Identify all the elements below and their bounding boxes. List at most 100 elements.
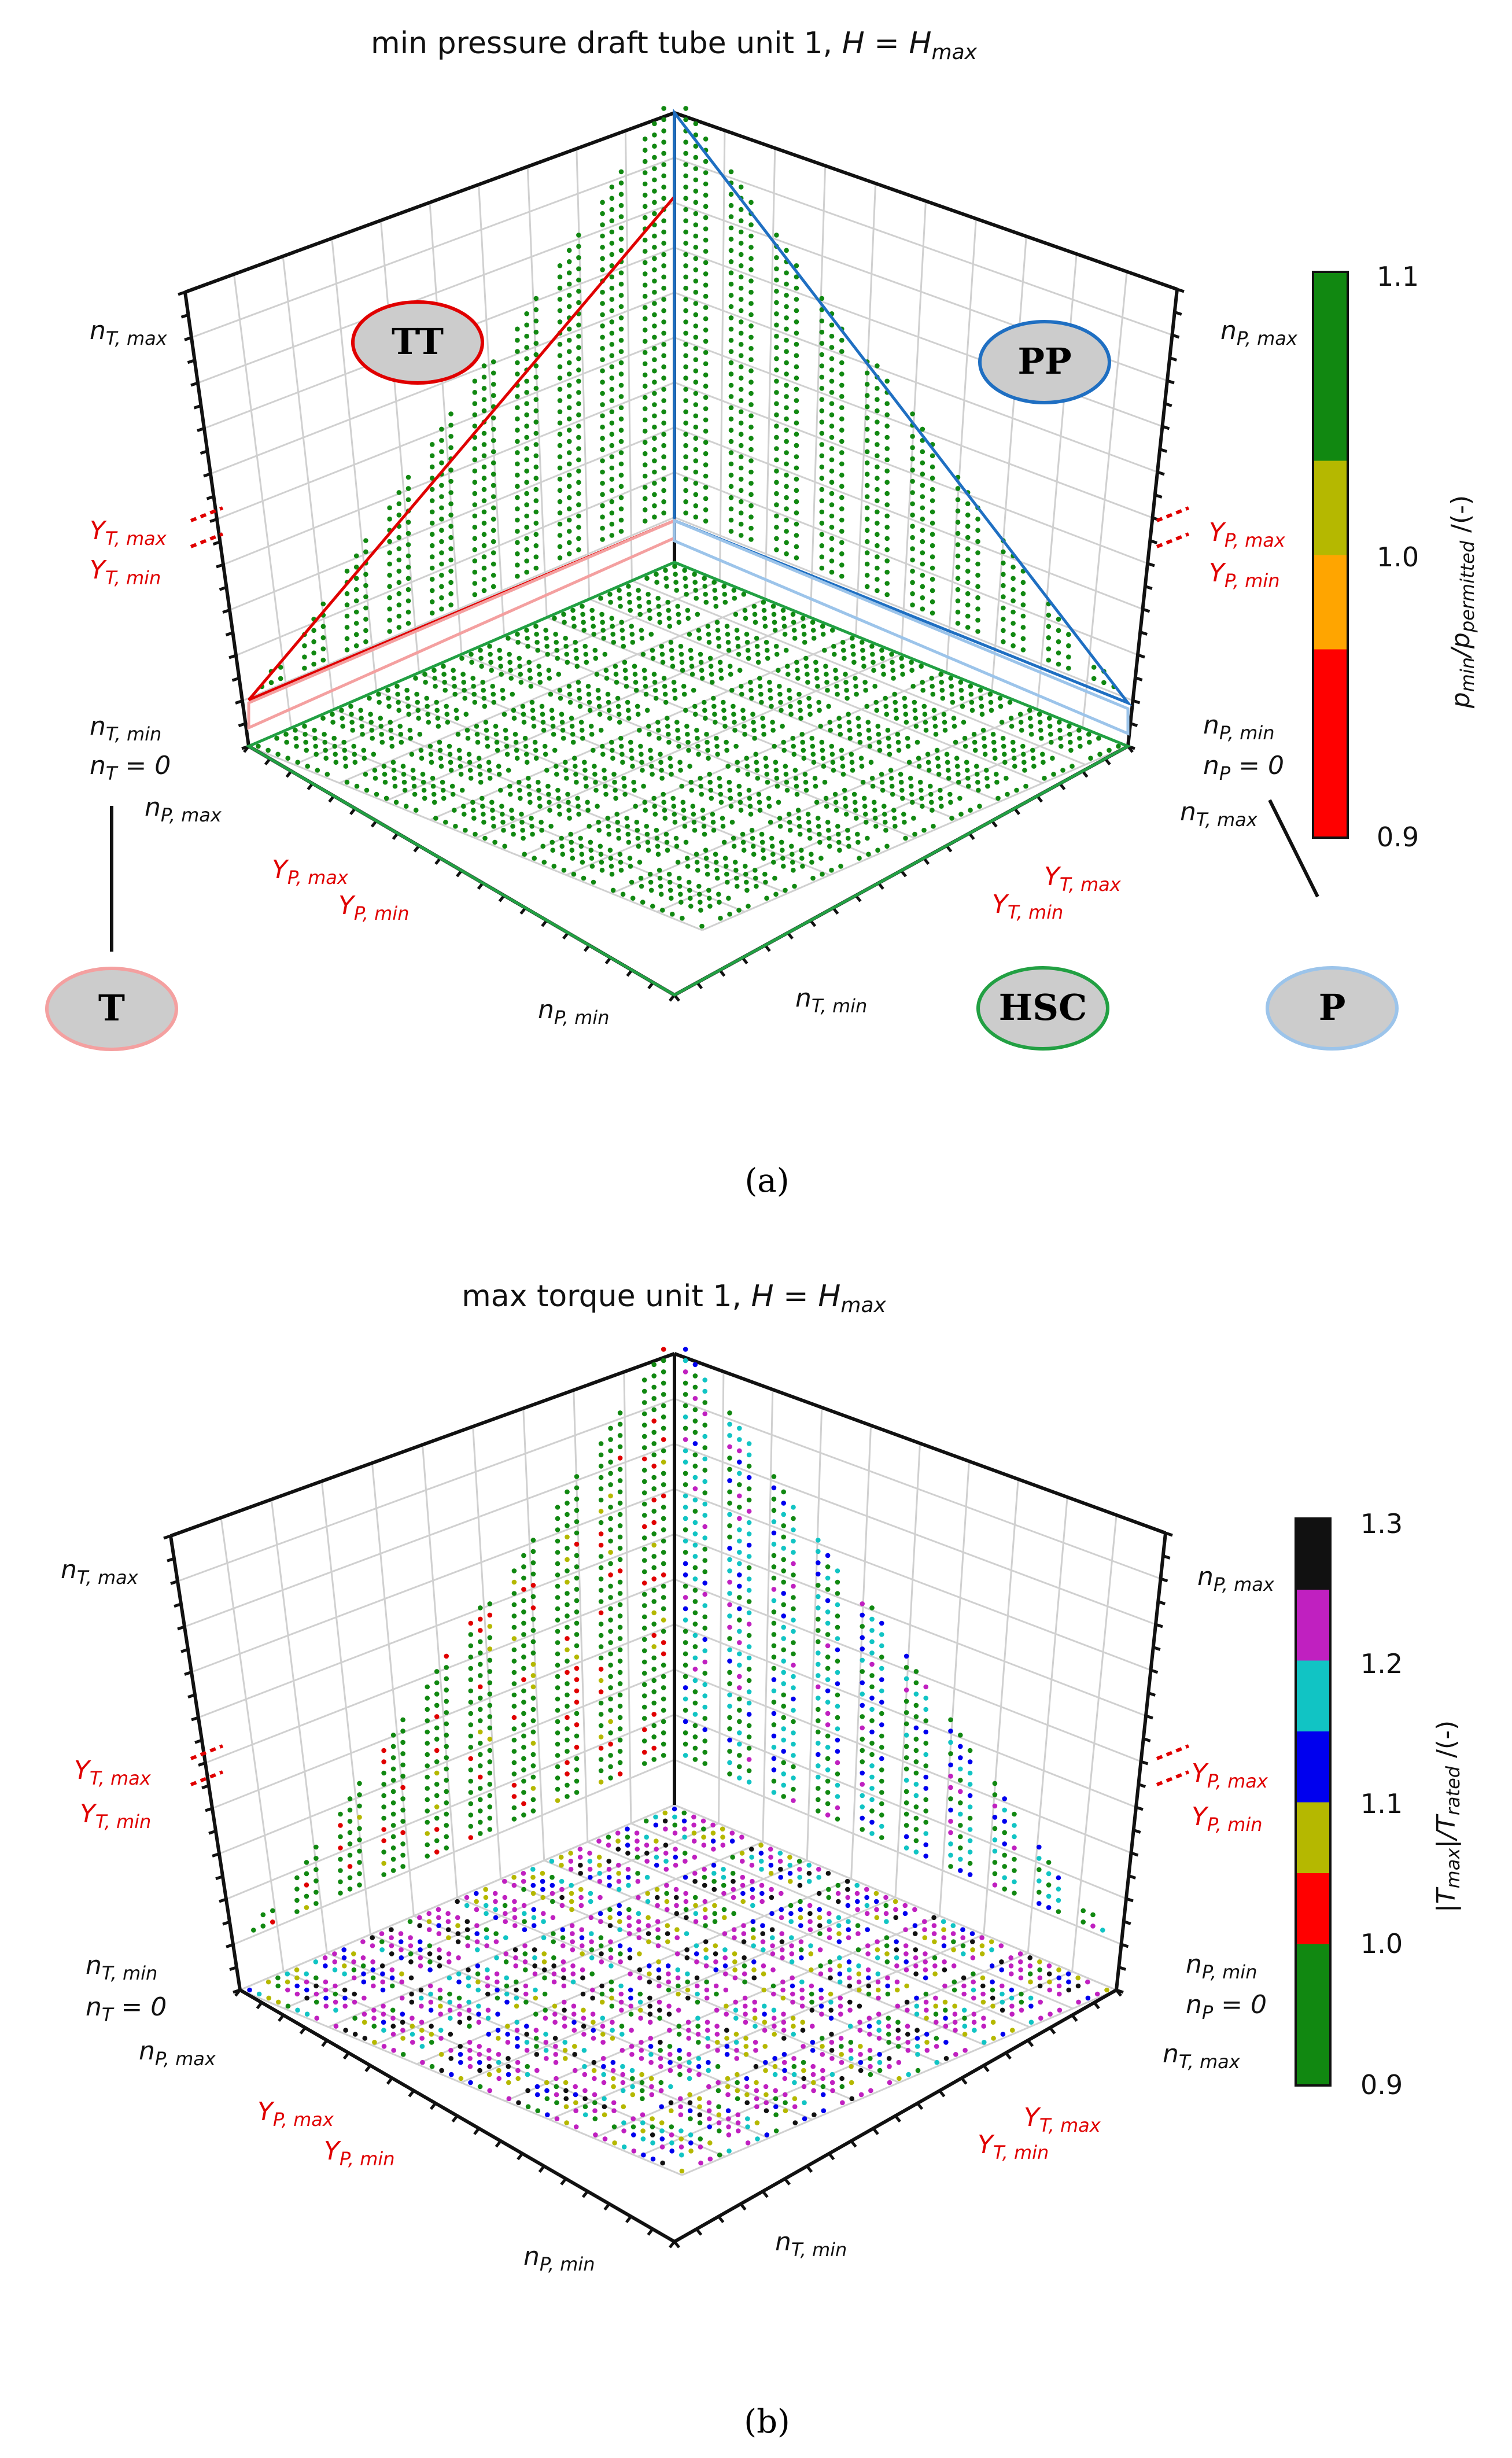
data-point xyxy=(523,751,529,757)
data-point xyxy=(371,1983,376,1989)
data-point xyxy=(589,856,595,861)
data-point xyxy=(608,1550,613,1555)
data-point xyxy=(720,1826,725,1831)
data-point xyxy=(761,1987,766,1993)
axis-tick xyxy=(209,518,217,523)
data-point xyxy=(569,724,575,729)
data-point xyxy=(370,1975,376,1981)
data-point xyxy=(743,2020,748,2025)
grid-line xyxy=(674,157,1173,336)
data-point xyxy=(493,1899,498,1904)
data-point xyxy=(868,2088,873,2094)
data-point xyxy=(641,1704,647,1710)
data-point xyxy=(774,322,779,328)
data-point xyxy=(386,695,391,701)
data-point xyxy=(661,128,666,134)
data-point xyxy=(751,1967,757,1973)
data-point xyxy=(574,1609,580,1615)
data-point xyxy=(524,569,529,575)
data-point xyxy=(774,469,779,474)
data-point xyxy=(408,1943,414,1948)
data-point xyxy=(618,237,624,242)
data-point xyxy=(519,820,525,825)
data-point xyxy=(824,804,829,809)
data-point xyxy=(981,2024,986,2029)
data-point xyxy=(875,847,880,853)
data-point xyxy=(602,2136,608,2142)
data-point xyxy=(909,668,914,673)
data-point xyxy=(468,1733,474,1739)
data-point xyxy=(748,425,754,430)
data-point xyxy=(788,703,793,709)
data-point xyxy=(641,1423,647,1428)
data-point xyxy=(652,323,657,329)
data-point xyxy=(610,624,615,629)
axis-tick xyxy=(1159,448,1168,453)
data-point xyxy=(951,716,957,721)
data-point xyxy=(533,1987,538,1993)
data-point xyxy=(417,1939,423,1944)
data-point xyxy=(676,1983,681,1989)
data-point xyxy=(353,643,359,648)
data-point xyxy=(693,334,699,340)
data-point xyxy=(661,1572,666,1578)
data-point xyxy=(566,326,572,332)
data-point xyxy=(1001,639,1006,644)
data-point xyxy=(372,2040,377,2045)
data-point xyxy=(784,416,789,422)
a-left-ntmin: nT, min xyxy=(90,712,161,745)
data-point xyxy=(988,699,994,705)
data-point xyxy=(481,543,487,548)
data-point xyxy=(474,1891,479,1896)
data-point xyxy=(735,2088,740,2094)
data-point xyxy=(691,1822,696,1828)
data-point xyxy=(333,2007,338,2013)
data-point xyxy=(524,390,529,395)
data-point xyxy=(855,839,861,845)
data-point xyxy=(557,488,563,493)
data-point xyxy=(1046,646,1052,651)
data-point xyxy=(476,2011,481,2017)
data-point xyxy=(608,1505,613,1510)
data-point xyxy=(652,154,657,160)
data-point xyxy=(778,699,783,705)
data-point xyxy=(673,1847,678,1852)
data-point xyxy=(408,1951,414,1956)
data-point xyxy=(389,1943,394,1948)
grid-line xyxy=(637,1970,1073,2158)
data-point xyxy=(811,2080,816,2085)
data-point xyxy=(342,747,347,753)
data-point xyxy=(576,333,581,339)
data-point xyxy=(791,2056,796,2061)
data-point xyxy=(903,835,908,841)
data-point xyxy=(491,691,496,697)
data-point xyxy=(598,1587,604,1593)
data-point xyxy=(486,760,492,765)
data-point xyxy=(810,743,816,749)
data-point xyxy=(522,735,528,741)
data-point xyxy=(555,1730,560,1735)
region-p xyxy=(673,518,1130,736)
data-point xyxy=(693,189,699,194)
data-point xyxy=(494,1971,500,1977)
data-point xyxy=(647,616,652,621)
data-point xyxy=(616,1886,622,1892)
data-point xyxy=(494,1955,499,1960)
data-point xyxy=(747,795,753,801)
data-point xyxy=(551,1955,556,1960)
data-point xyxy=(801,2076,806,2081)
data-point xyxy=(696,636,702,641)
data-point xyxy=(600,357,605,362)
data-point xyxy=(760,847,766,853)
data-point xyxy=(471,691,477,697)
data-point xyxy=(703,473,709,479)
data-point xyxy=(728,315,734,320)
data-point xyxy=(516,2100,521,2106)
data-point xyxy=(734,628,740,633)
data-point xyxy=(749,1847,754,1852)
data-point xyxy=(646,592,651,597)
data-point xyxy=(566,394,572,399)
data-point xyxy=(902,1911,908,1917)
grid-line xyxy=(674,1443,1156,1626)
data-point xyxy=(642,361,648,367)
